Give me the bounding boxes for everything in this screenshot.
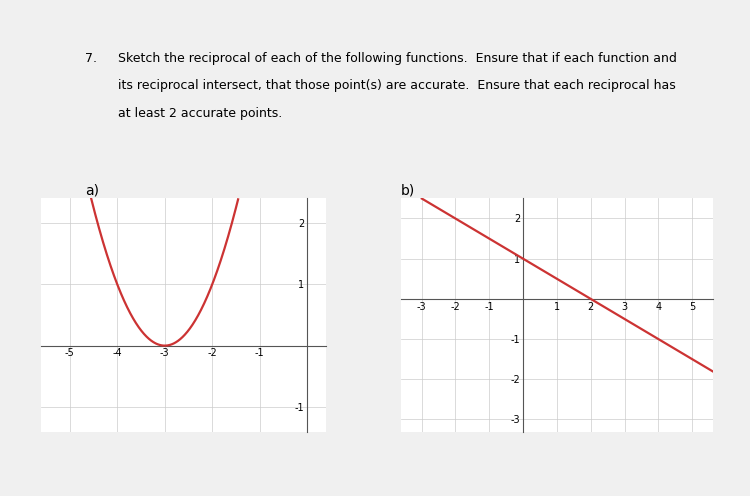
- Text: Sketch the reciprocal of each of the following functions.  Ensure that if each f: Sketch the reciprocal of each of the fol…: [118, 52, 677, 65]
- Text: a): a): [85, 184, 99, 197]
- Text: 7.: 7.: [85, 52, 97, 65]
- Text: b): b): [401, 184, 416, 197]
- Text: its reciprocal intersect, that those point(s) are accurate.  Ensure that each re: its reciprocal intersect, that those poi…: [118, 79, 676, 92]
- Text: at least 2 accurate points.: at least 2 accurate points.: [118, 107, 283, 120]
